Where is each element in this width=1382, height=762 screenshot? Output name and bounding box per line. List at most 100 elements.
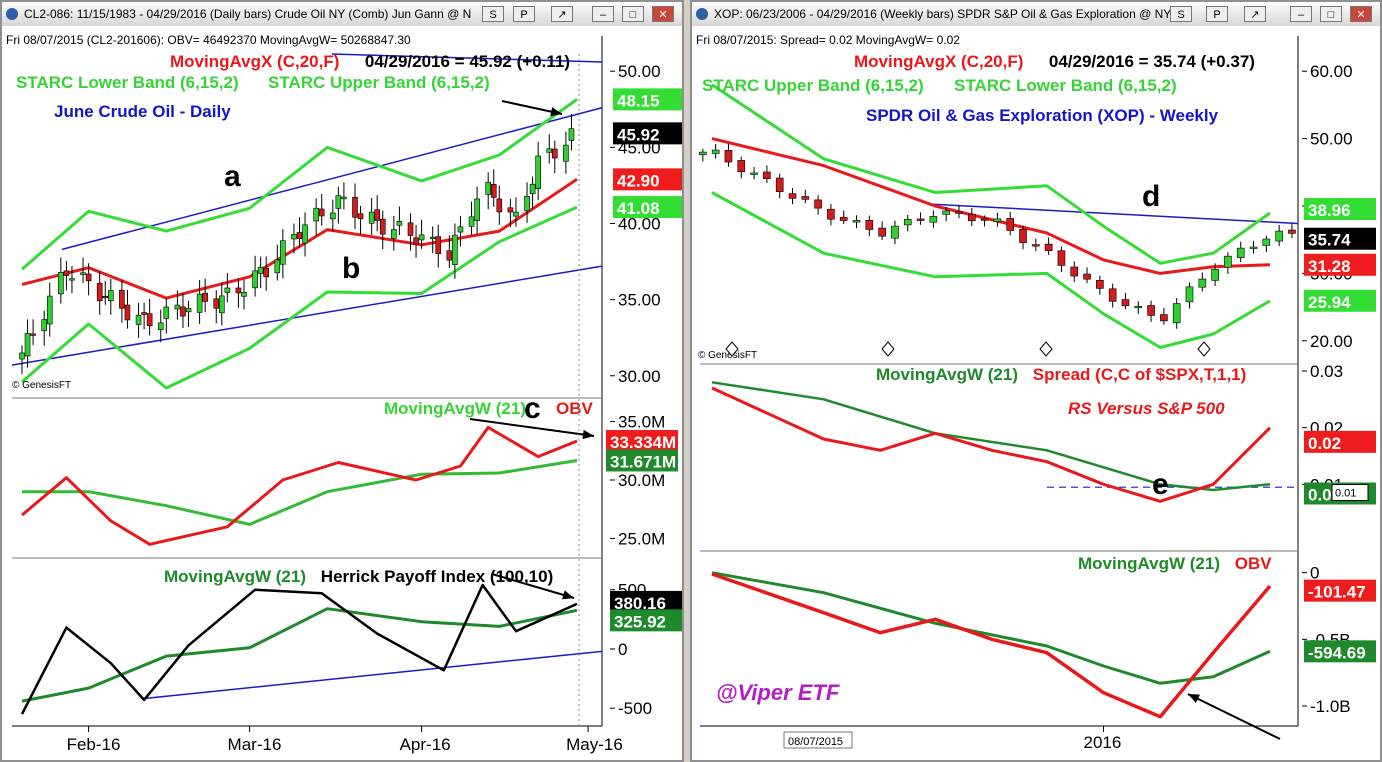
crude-oil-chart[interactable]: Fri 08/07/2015 (CL2-201606): OBV= 464923… [2, 26, 682, 760]
price-candle [235, 287, 242, 294]
rs-title: RS Versus S&P 500 [1068, 399, 1225, 418]
xop-chart-title: SPDR Oil & Gas Exploration (XOP) - Weekl… [866, 106, 1219, 125]
price-legend: MovingAvgX (C,20,F) [170, 52, 339, 71]
price-candle [141, 312, 147, 315]
xop-candle [1044, 243, 1053, 251]
price-candle [24, 333, 31, 357]
price-candle [563, 144, 569, 162]
price-candle [357, 213, 364, 220]
maximize-button[interactable]: □ [622, 6, 644, 22]
price-candle [85, 273, 92, 282]
p-button[interactable]: P [513, 6, 535, 22]
xop-price-tag-bg [1304, 227, 1376, 250]
price-tag: 41.08 [617, 199, 660, 218]
xop-candle [1134, 305, 1143, 309]
herrick-tag: 325.92 [614, 612, 666, 631]
rs-tag-bg [1304, 430, 1376, 453]
price-candle [263, 267, 270, 278]
price-candle [368, 211, 375, 224]
close-button[interactable]: ✕ [652, 6, 674, 22]
price-chart-title: June Crude Oil - Daily [54, 102, 231, 121]
price-candle [224, 287, 231, 293]
xop-obv-arrow [1187, 693, 1281, 740]
xop-price-series-line [711, 191, 1271, 349]
price-candle [119, 289, 125, 309]
event-marker-icon [881, 341, 895, 357]
price-candle [374, 209, 381, 221]
price-candle [124, 304, 131, 321]
price-candle [69, 278, 75, 281]
rs-legend: Spread (C,C of $SPX,T,1,1) [1033, 365, 1247, 384]
link-icon[interactable]: ↗ [551, 6, 573, 22]
herrick-line [20, 583, 578, 715]
xop-candle [1032, 244, 1040, 247]
link-icon[interactable]: ↗ [1244, 6, 1266, 22]
minimize-button[interactable]: – [1290, 6, 1312, 22]
price-tag: 45.92 [617, 125, 660, 144]
minimize-button[interactable]: – [592, 6, 614, 22]
xop-candle [929, 216, 938, 223]
xop-chart-window: XOP: 06/23/2006 - 04/29/2016 (Weekly bar… [690, 0, 1382, 762]
xop-candle [1236, 247, 1245, 258]
price-candle [146, 313, 153, 327]
price-tag-bg [613, 122, 682, 145]
obv-tag-bg [606, 430, 678, 453]
xop-price-legend: MovingAvgX (C,20,F) [854, 52, 1023, 71]
info-line: Fri 08/07/2015: Spread= 0.02 MovingAvgW=… [696, 33, 960, 47]
price-tag: 48.15 [617, 91, 660, 110]
x-tick-label: May-16 [566, 735, 623, 754]
obv-axis-tick-label: 35.0M [618, 413, 665, 432]
app-icon [696, 8, 708, 20]
xop-candle [1121, 299, 1130, 307]
xop-candle [775, 177, 784, 193]
resistance-trendline [927, 203, 1299, 225]
price-candle [257, 266, 264, 274]
price-candle [252, 270, 258, 289]
p-button[interactable]: P [1206, 6, 1228, 22]
price-candle [535, 155, 541, 190]
xop-price-series-line [711, 137, 1271, 275]
price-candle [80, 272, 86, 275]
xop-candle [1224, 255, 1232, 268]
s-button[interactable]: S [482, 6, 504, 22]
crude-window-titlebar[interactable]: CL2-086: 11/15/1983 - 04/29/2016 (Daily … [2, 2, 682, 27]
chart-background [2, 26, 682, 760]
price-axis-tick-label: 50.00 [618, 62, 661, 81]
xop-obv-axis-tick-label: -1.0B [1310, 697, 1351, 716]
price-candle [291, 234, 297, 240]
herrick-legend: MovingAvgW (21) [164, 567, 306, 586]
s-button[interactable]: S [1170, 6, 1192, 22]
xop-candle [1096, 280, 1104, 289]
price-candle [46, 295, 53, 325]
price-candle [551, 148, 558, 159]
xop-candle [788, 193, 797, 199]
price-candle [163, 306, 170, 319]
xop-candle [1160, 314, 1168, 322]
price-candle [180, 306, 186, 317]
price-candle [302, 224, 308, 244]
xop-candle [827, 208, 835, 220]
xop-obv-tag: -101.47 [1308, 583, 1366, 602]
xop-price-tag: 35.74 [1308, 231, 1351, 250]
price-candle [102, 296, 109, 299]
xop-candle [801, 196, 810, 200]
xop-candle [1262, 238, 1271, 246]
rs-legend: MovingAvgW (21) [876, 365, 1018, 384]
price-candle [490, 184, 497, 198]
xop-chart[interactable]: Fri 08/07/2015: Spread= 0.02 MovingAvgW=… [692, 26, 1380, 760]
annotation-e: e [1152, 468, 1169, 501]
event-marker-icon [1197, 341, 1211, 357]
close-button[interactable]: ✕ [1350, 6, 1372, 22]
x-tick-label: 08/07/2015 [788, 736, 843, 748]
rs-cursor-label: 0.01 [1335, 488, 1356, 500]
xop-window-titlebar[interactable]: XOP: 06/23/2006 - 04/29/2016 (Weekly bar… [692, 2, 1380, 27]
price-candle [335, 195, 342, 209]
xop-candle [763, 171, 771, 179]
price-candle [507, 207, 514, 213]
x-tick-label: Feb-16 [67, 735, 121, 754]
price-candle [41, 319, 48, 331]
price-candle [313, 207, 319, 222]
obv-arrow [469, 418, 595, 437]
price-candle [485, 181, 492, 195]
maximize-button[interactable]: □ [1320, 6, 1342, 22]
